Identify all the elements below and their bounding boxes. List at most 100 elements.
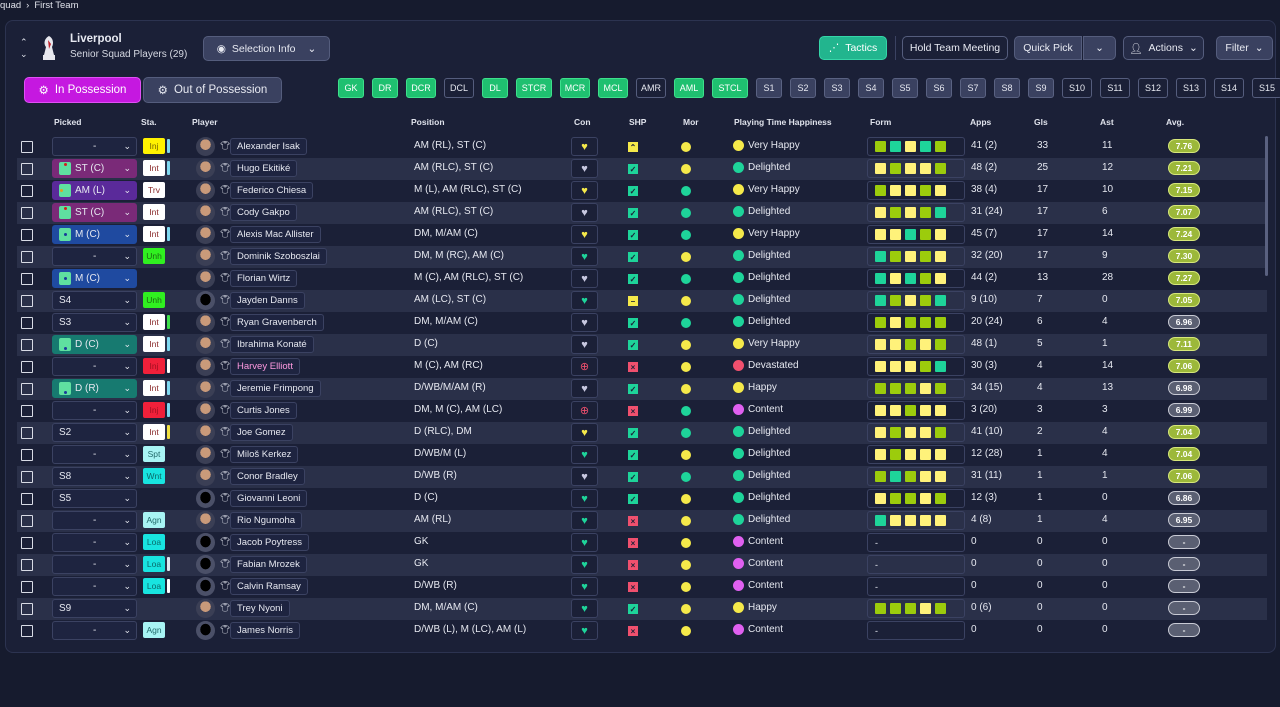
position-slot-mcl[interactable]: MCL	[598, 78, 628, 98]
player-name-link[interactable]: Miloš Kerkez	[230, 446, 299, 463]
select-checkbox[interactable]	[21, 625, 33, 637]
select-checkbox[interactable]	[21, 273, 33, 285]
chevron-up-icon[interactable]: ⌃	[20, 37, 28, 47]
picked-dropdown[interactable]: - ⌄	[52, 555, 137, 574]
condition-icon[interactable]: ⊕	[571, 357, 598, 376]
form-indicator[interactable]: -	[867, 577, 965, 596]
position-slot-s9[interactable]: S9	[1028, 78, 1054, 98]
position-slot-aml[interactable]: AML	[674, 78, 704, 98]
picked-dropdown[interactable]: - ⌄	[52, 511, 137, 530]
table-row[interactable]: - ⌄ Agn 👕︎ James Norris D/WB (L), M (LC), AM …	[17, 620, 1267, 642]
col-player[interactable]: Player	[192, 117, 218, 127]
picked-dropdown[interactable]: S2 ⌄	[52, 423, 137, 442]
position-slot-stcl[interactable]: STCL	[712, 78, 748, 98]
status-badge[interactable]: Loa	[143, 578, 165, 594]
condition-icon[interactable]: ♥	[571, 621, 598, 640]
form-indicator[interactable]	[867, 225, 965, 244]
table-row[interactable]: - ⌄ Loa 👕︎ Fabian Mrozek GK ♥ × Content -0 0 0-	[17, 554, 1267, 576]
condition-icon[interactable]: ♥	[571, 379, 598, 398]
form-indicator[interactable]	[867, 291, 965, 310]
picked-dropdown[interactable]: S9 ⌄	[52, 599, 137, 618]
col-con[interactable]: Con	[574, 117, 591, 127]
player-name-link[interactable]: Cody Gakpo	[230, 204, 297, 221]
table-row[interactable]: S5 ⌄ 👕︎ Giovanni Leoni D (C) ♥ ✓ Delighted 12 (3…	[17, 488, 1267, 510]
form-indicator[interactable]: -	[867, 533, 965, 552]
status-badge[interactable]: Int	[143, 226, 165, 242]
player-name-link[interactable]: Florian Wirtz	[230, 270, 298, 287]
condition-icon[interactable]: ♥	[571, 533, 598, 552]
select-checkbox[interactable]	[21, 537, 33, 549]
table-row[interactable]: M (C) ⌄ Int 👕︎ Alexis Mac Allister DM, M/AM (…	[17, 224, 1267, 246]
form-indicator[interactable]: -	[867, 555, 965, 574]
picked-dropdown[interactable]: S8 ⌄	[52, 467, 137, 486]
table-row[interactable]: D (C) ⌄ Int 👕︎ Ibrahima Konaté D (C) ♥ ✓ Very Ha…	[17, 334, 1267, 356]
table-row[interactable]: S2 ⌄ Int 👕︎ Joe Gomez D (RLC), DM ♥ ✓ Delighted 4…	[17, 422, 1267, 444]
table-row[interactable]: M (C) ⌄ 👕︎ Florian Wirtz M (C), AM (RLC), ST…	[17, 268, 1267, 290]
form-indicator[interactable]	[867, 269, 965, 288]
position-slot-s7[interactable]: S7	[960, 78, 986, 98]
position-slot-s14[interactable]: S14	[1214, 78, 1244, 98]
picked-dropdown[interactable]: S3 ⌄	[52, 313, 137, 332]
form-indicator[interactable]	[867, 313, 965, 332]
status-badge[interactable]: Int	[143, 314, 165, 330]
col-shp[interactable]: SHP	[629, 117, 647, 127]
picked-dropdown[interactable]: - ⌄	[52, 401, 137, 420]
position-slot-dcr[interactable]: DCR	[406, 78, 436, 98]
player-name-link[interactable]: Harvey Elliott	[230, 358, 300, 375]
table-scrollbar[interactable]	[1265, 136, 1268, 276]
player-name-link[interactable]: Giovanni Leoni	[230, 490, 308, 507]
position-slot-amr[interactable]: AMR	[636, 78, 666, 98]
table-row[interactable]: ST (C) ⌄ Int 👕︎ Cody Gakpo AM (RLC), ST (C) ♥ ✓…	[17, 202, 1267, 224]
status-badge[interactable]: Agn	[143, 622, 165, 638]
selection-info-button[interactable]: ◉ Selection Info ⌄	[203, 36, 330, 61]
select-checkbox[interactable]	[21, 449, 33, 461]
col-mor[interactable]: Mor	[683, 117, 699, 127]
table-row[interactable]: S4 ⌄ Unh 👕︎ Jayden Danns AM (LC), ST (C) ♥ – Del…	[17, 290, 1267, 312]
position-slot-s6[interactable]: S6	[926, 78, 952, 98]
player-name-link[interactable]: Rio Ngumoha	[230, 512, 303, 529]
position-slot-s11[interactable]: S11	[1100, 78, 1130, 98]
form-indicator[interactable]	[867, 159, 965, 178]
select-checkbox[interactable]	[21, 405, 33, 417]
picked-dropdown[interactable]: ST (C) ⌄	[52, 203, 137, 222]
player-name-link[interactable]: Ibrahima Konaté	[230, 336, 314, 353]
table-row[interactable]: D (R) ⌄ Int 👕︎ Jeremie Frimpong D/WB/M/AM (R)…	[17, 378, 1267, 400]
col-gls[interactable]: Gls	[1034, 117, 1048, 127]
table-row[interactable]: ST (C) ⌄ Int 👕︎ Hugo Ekitiké AM (RLC), ST (C)…	[17, 158, 1267, 180]
tactics-button[interactable]: ⋰ Tactics	[819, 36, 887, 60]
tab-out-of-possession[interactable]: ⚙ Out of Possession	[143, 77, 282, 103]
status-badge[interactable]: Inj	[143, 138, 165, 154]
position-slot-s2[interactable]: S2	[790, 78, 816, 98]
player-name-link[interactable]: Calvin Ramsay	[230, 578, 308, 595]
player-name-link[interactable]: Jacob Poytress	[230, 534, 309, 551]
select-checkbox[interactable]	[21, 603, 33, 615]
table-row[interactable]: - ⌄ Loa 👕︎ Calvin Ramsay D/WB (R) ♥ × Content -0 0…	[17, 576, 1267, 598]
player-name-link[interactable]: Conor Bradley	[230, 468, 305, 485]
condition-icon[interactable]: ♥	[571, 247, 598, 266]
table-row[interactable]: - ⌄ Inj 👕︎ Curtis Jones DM, M (C), AM (LC) ⊕ × C…	[17, 400, 1267, 422]
picked-dropdown[interactable]: D (R) ⌄	[52, 379, 137, 398]
picked-dropdown[interactable]: - ⌄	[52, 247, 137, 266]
select-checkbox[interactable]	[21, 471, 33, 483]
select-checkbox[interactable]	[21, 317, 33, 329]
position-slot-dr[interactable]: DR	[372, 78, 398, 98]
condition-icon[interactable]: ♥	[571, 335, 598, 354]
col-avg[interactable]: Avg.	[1166, 117, 1185, 127]
picked-dropdown[interactable]: - ⌄	[52, 621, 137, 640]
col-position[interactable]: Position	[411, 117, 445, 127]
chevron-down-icon[interactable]: ⌄	[20, 49, 28, 59]
col-ast[interactable]: Ast	[1100, 117, 1114, 127]
select-checkbox[interactable]	[21, 581, 33, 593]
status-badge[interactable]: Loa	[143, 556, 165, 572]
table-row[interactable]: - ⌄ Loa 👕︎ Jacob Poytress GK ♥ × Content -0 0 0-	[17, 532, 1267, 554]
position-slot-s12[interactable]: S12	[1138, 78, 1168, 98]
picked-dropdown[interactable]: D (C) ⌄	[52, 335, 137, 354]
col-picked[interactable]: Picked	[54, 117, 82, 127]
position-slot-mcr[interactable]: MCR	[560, 78, 590, 98]
picked-dropdown[interactable]: S4 ⌄	[52, 291, 137, 310]
status-badge[interactable]: Int	[143, 204, 165, 220]
actions-button[interactable]: 👤︎ Actions ⌄	[1123, 36, 1204, 60]
select-checkbox[interactable]	[21, 427, 33, 439]
status-badge[interactable]: Int	[143, 160, 165, 176]
condition-icon[interactable]: ♥	[571, 137, 598, 156]
